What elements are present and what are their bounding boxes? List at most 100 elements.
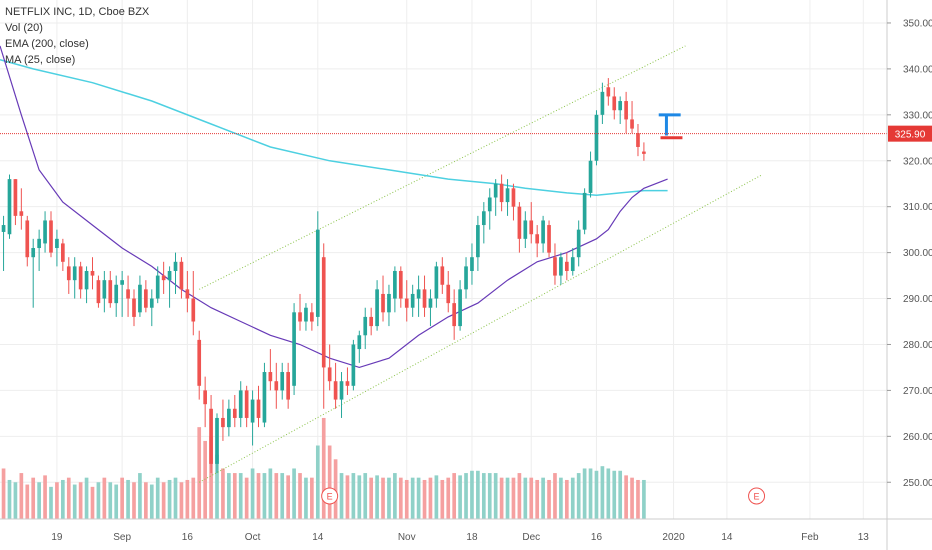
- candle-body: [594, 114, 599, 161]
- legend-vol[interactable]: Vol (20): [5, 22, 43, 34]
- candle-body: [440, 266, 445, 285]
- candle-body: [179, 261, 184, 290]
- volume-bar: [149, 484, 154, 519]
- candle-body: [576, 229, 581, 258]
- candle-body: [31, 248, 36, 258]
- volume-bar: [458, 475, 462, 519]
- volume-bar: [310, 477, 314, 519]
- volume-bar: [564, 479, 569, 519]
- earnings-event-label: E: [327, 492, 333, 502]
- candle-body: [618, 101, 623, 111]
- y-tick-label: 330.00: [903, 110, 932, 121]
- volume-bar: [511, 477, 516, 519]
- volume-bar: [78, 482, 83, 519]
- volume-bar: [416, 477, 421, 519]
- candle-body: [559, 257, 563, 276]
- candle-body: [564, 261, 569, 271]
- earnings-event-label: E: [754, 492, 760, 502]
- volume-bar: [517, 473, 522, 519]
- candle-body: [642, 151, 646, 154]
- candle-body: [404, 298, 409, 308]
- volume-bar: [49, 486, 53, 519]
- volume-bar: [13, 482, 18, 519]
- volume-bar: [179, 482, 184, 519]
- candle-body: [55, 238, 59, 249]
- candle-body: [387, 293, 391, 313]
- y-tick-label: 310.00: [903, 202, 932, 213]
- volume-bar: [61, 479, 65, 519]
- volume-bar: [244, 477, 249, 519]
- candle-body: [13, 179, 18, 216]
- candle-body: [588, 160, 593, 193]
- volume-bar: [161, 482, 166, 519]
- volume-bar: [114, 484, 119, 519]
- candle-body: [529, 220, 534, 235]
- volume-bar: [582, 468, 587, 519]
- candle-body: [37, 238, 41, 249]
- y-tick-label: 280.00: [903, 340, 932, 351]
- candle-body: [493, 183, 498, 198]
- volume-bar: [535, 479, 540, 519]
- volume-bar: [84, 477, 89, 519]
- candle-body: [221, 417, 225, 428]
- candle-body: [327, 367, 332, 382]
- candle-body: [262, 372, 267, 423]
- candle-body: [452, 303, 457, 327]
- candle-body: [464, 266, 468, 290]
- volume-bar: [120, 477, 124, 519]
- volume-bar: [339, 473, 344, 519]
- volume-bar: [541, 477, 545, 519]
- candle-body: [339, 381, 344, 400]
- y-tick-label: 270.00: [903, 386, 932, 397]
- candle-body: [232, 408, 237, 418]
- volume-bar: [256, 473, 261, 519]
- volume-bar: [185, 479, 190, 519]
- volume-bar: [197, 427, 202, 519]
- candle-body: [96, 280, 101, 304]
- volume-bar: [96, 482, 101, 519]
- volume-bar: [191, 477, 196, 519]
- x-tick-label: Sep: [113, 532, 131, 543]
- volume-bar: [280, 473, 285, 519]
- volume-bar: [499, 477, 504, 519]
- candle-body: [274, 381, 279, 391]
- legend-ema[interactable]: EMA (200, close): [5, 38, 89, 50]
- candle-body: [161, 275, 166, 281]
- candle-body: [470, 257, 474, 271]
- volume-bar: [209, 436, 213, 519]
- candle-body: [78, 266, 83, 290]
- candle-body: [630, 119, 634, 129]
- candle-body: [149, 298, 154, 308]
- volume-bar: [19, 473, 24, 519]
- legend-title[interactable]: NETFLIX INC, 1D, Cboe BZX: [5, 6, 150, 18]
- candle-body: [126, 289, 130, 299]
- candle-body: [310, 312, 314, 322]
- x-tick-label: 16: [591, 532, 603, 543]
- volume-bar: [173, 477, 178, 519]
- candle-body: [553, 257, 557, 276]
- trend-line-lower: [198, 174, 763, 483]
- volume-bar: [470, 470, 474, 519]
- x-tick-label: Dec: [522, 532, 540, 543]
- volume-bar: [428, 477, 433, 519]
- volume-bar: [55, 482, 59, 519]
- candle-body: [547, 225, 551, 253]
- legend-ma[interactable]: MA (25, close): [5, 54, 76, 66]
- candle-body: [517, 206, 522, 239]
- volume-bar: [481, 473, 486, 519]
- volume-bar: [452, 473, 457, 519]
- candle-body: [167, 270, 172, 281]
- candle-body: [25, 220, 30, 258]
- volume-bar: [144, 482, 148, 519]
- volume-bar: [215, 454, 219, 519]
- candle-body: [624, 101, 628, 120]
- volume-bar: [369, 477, 374, 519]
- candle-body: [19, 211, 24, 216]
- volume-bar: [31, 477, 36, 519]
- legend: NETFLIX INC, 1D, Cboe BZX Vol (20) EMA (…: [5, 4, 149, 68]
- volume-bar: [155, 477, 160, 519]
- volume-bar: [232, 473, 237, 519]
- candle-body: [250, 399, 255, 423]
- volume-bar: [327, 445, 332, 519]
